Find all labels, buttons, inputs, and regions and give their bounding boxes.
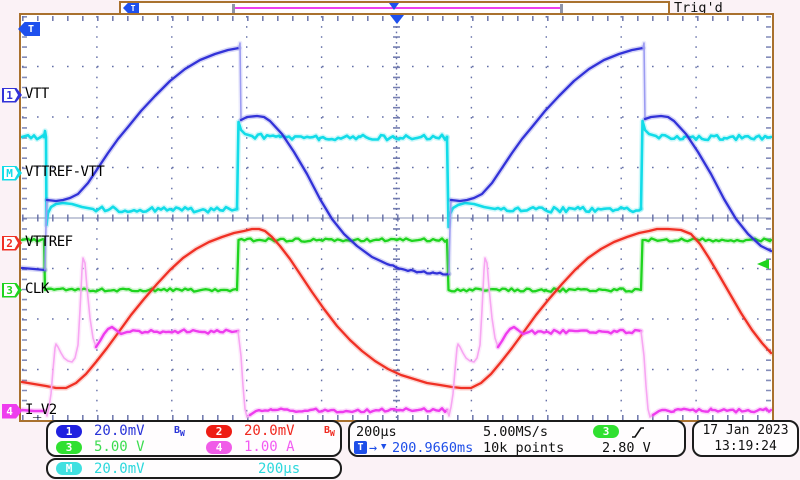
waveform-canvas [21, 16, 772, 420]
trigger-time-icon: T [354, 441, 367, 454]
trigger-level-arrow[interactable] [757, 259, 769, 269]
horizontal-scale: 200µs [356, 424, 397, 440]
trace-vttref [21, 226, 772, 391]
trace-segment [238, 42, 242, 121]
channel-marker-id: 1 [6, 88, 13, 102]
trace-segment [42, 129, 239, 227]
channel-marker-id: 2 [6, 236, 13, 250]
trace-segment [496, 325, 643, 349]
trace-segment [444, 134, 644, 230]
trace-segment [21, 408, 47, 413]
time: 13:19:24 [714, 438, 777, 454]
channel-marker-M[interactable]: M [2, 165, 22, 181]
trace-segment [642, 42, 646, 120]
trace-clk [21, 235, 772, 295]
grid [22, 16, 771, 420]
channel-label-4: I_V2 [25, 402, 57, 418]
date: 17 Jan 2023 [702, 422, 789, 438]
channel-marker-fill [3, 167, 18, 179]
trigger-position-icon[interactable] [389, 3, 399, 10]
delay-arrow-icon: → [369, 440, 378, 456]
trace-segment [45, 46, 241, 203]
trace-segment [94, 325, 240, 349]
horizontal-delay: 200.9660ms [392, 440, 474, 456]
channel-marker-fill [3, 237, 18, 249]
trace-segment [651, 407, 772, 417]
trace-segment [44, 199, 48, 271]
trigger-source-badge[interactable]: 3 [593, 425, 619, 438]
trace-segment [446, 257, 499, 417]
channel-3-badge[interactable]: 3 [56, 440, 82, 454]
channel-label-2: VTTREF [25, 234, 73, 250]
trace-segment [639, 119, 772, 211]
math-scale: 20.0mV [94, 460, 145, 477]
zoom-window-left-bracket[interactable] [232, 4, 235, 13]
trace-vttref-vtt [21, 118, 772, 230]
trace-segment [21, 266, 47, 272]
channel-marker-2[interactable]: 2 [2, 235, 22, 251]
trace-segment [42, 255, 99, 419]
channel-label-M: VTTREF-VTT [25, 164, 105, 180]
channel-2-badge[interactable]: 2 [206, 424, 232, 438]
datetime-box: 17 Jan 2023 13:19:24 [692, 420, 799, 457]
channel-label-3: CLK [25, 281, 49, 297]
channel-marker-shape [2, 403, 22, 419]
trigger-flag[interactable]: T [18, 22, 40, 36]
math-timebase: 200µs [258, 460, 301, 477]
channel-marker-3[interactable]: 3 [2, 282, 22, 298]
trace-segment [445, 135, 643, 229]
record-length: 10k points [483, 440, 565, 456]
trace-segment [21, 133, 46, 141]
rising-edge-icon [632, 427, 644, 438]
sample-rate: 5.00MS/s [483, 424, 549, 440]
channel-1-badge[interactable]: 1 [56, 424, 82, 438]
trigger-position-marker[interactable] [390, 15, 404, 24]
trace-vtt [21, 40, 772, 278]
channel-marker-id: M [6, 166, 13, 180]
channel-marker-fill [3, 89, 18, 101]
trigger-level: 2.80 V [602, 440, 651, 456]
trace-segment [248, 407, 449, 417]
trace-segment [21, 237, 772, 293]
channel-1-scale: 20.0mV [94, 423, 145, 439]
zoom-window-right-bracket[interactable] [560, 4, 563, 13]
horizontal-trigger-box[interactable]: 200µs 5.00MS/s 3 T → ▼ 200.9660ms 10k po… [348, 420, 686, 457]
channel-marker-fill [3, 284, 18, 296]
channel-scale-box[interactable]: 1 20.0mV BW 2 20.0mV BW 3 5.00 V 4 1.00 … [46, 420, 342, 457]
trigger-status: Trig'd [674, 0, 723, 16]
trace-segment [643, 114, 772, 253]
math-badge[interactable]: M [56, 462, 82, 475]
trace-segment [235, 120, 449, 211]
trace-segment [640, 330, 654, 418]
trace-segment [44, 257, 97, 417]
trace-segment [21, 227, 772, 390]
trace-i_v2 [21, 255, 772, 420]
trigger-flag-icon[interactable]: T [123, 3, 139, 13]
trace-segment [444, 255, 501, 419]
channel-4-scale: 1.00 A [244, 439, 295, 455]
channel-3-scale: 5.00 V [94, 439, 145, 455]
math-scale-box[interactable]: M 20.0mV 200µs [46, 458, 342, 479]
bandwidth-limit-badge: BW [174, 424, 185, 438]
trace-segment [239, 114, 451, 276]
channel-4-badge[interactable]: 4 [206, 440, 232, 454]
trace-segment [448, 199, 452, 275]
channel-marker-1[interactable]: 1 [2, 87, 22, 103]
channel-label-1: VTT [25, 86, 49, 102]
channel-marker-4[interactable]: 4 [2, 403, 22, 419]
delay-marker-icon: ▼ [381, 442, 387, 452]
channel-marker-id: 3 [6, 283, 13, 297]
traces [21, 40, 772, 420]
channel-2-scale: 20.0mV [244, 423, 295, 439]
bandwidth-limit-badge: BW [324, 424, 335, 438]
trace-segment [237, 330, 251, 418]
channel-marker-id: 4 [6, 404, 13, 418]
trace-segment [449, 46, 645, 203]
